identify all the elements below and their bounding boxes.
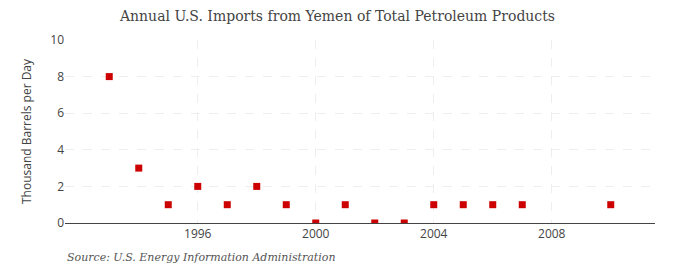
svg-text:2: 2: [57, 178, 64, 195]
svg-text:10: 10: [50, 31, 64, 48]
svg-text:4: 4: [57, 141, 64, 158]
svg-text:Thousand Barrels per Day: Thousand Barrels per Day: [18, 58, 35, 204]
svg-text:8: 8: [57, 68, 64, 85]
svg-text:0: 0: [57, 214, 64, 231]
svg-text:Annual U.S. Imports from Yemen: Annual U.S. Imports from Yemen of Total …: [119, 8, 555, 24]
svg-text:Source: U.S. Energy Informatio: Source: U.S. Energy Information Administ…: [67, 251, 335, 264]
svg-text:2008: 2008: [538, 225, 566, 242]
svg-text:6: 6: [57, 104, 64, 121]
svg-text:2000: 2000: [302, 225, 330, 242]
svg-text:1996: 1996: [184, 225, 212, 242]
svg-text:2004: 2004: [420, 225, 448, 242]
